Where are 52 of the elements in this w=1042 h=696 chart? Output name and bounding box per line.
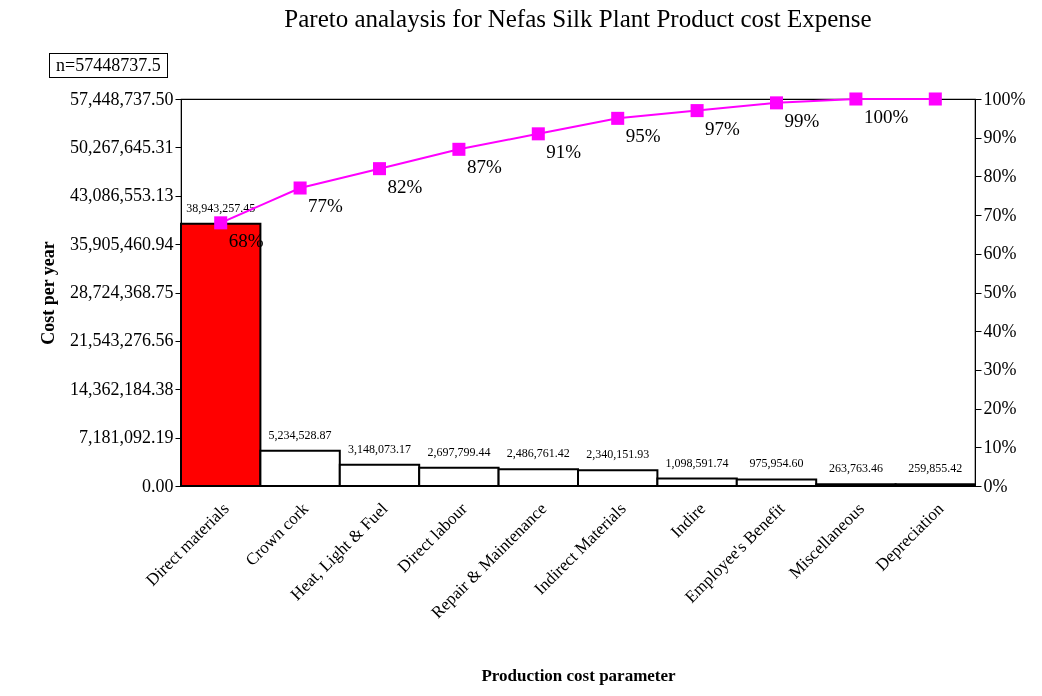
x-axis-title: Production cost parameter: [481, 665, 677, 685]
y-tick-label: 0.00: [142, 475, 174, 496]
data-label: 259,855.42: [908, 461, 963, 476]
point: [690, 104, 704, 118]
point: [928, 92, 942, 106]
point: [531, 127, 545, 141]
data-label: 97%: [705, 117, 741, 139]
y2-tick-label: 60%: [983, 243, 1017, 264]
y-tick-label: 43,086,553.13: [70, 185, 174, 206]
y-tick-label: 50,267,645.31: [70, 136, 174, 157]
point: [293, 181, 307, 195]
y2-tick-label: 10%: [983, 436, 1017, 457]
y2-tick-label: 90%: [983, 127, 1017, 148]
y2-tick-label: 40%: [983, 320, 1017, 341]
data-label: 263,763.46: [828, 461, 883, 476]
y2-tick-label: 50%: [983, 282, 1017, 302]
data-label: 99%: [784, 109, 820, 131]
y-tick-label: 14,362,184.38: [70, 378, 174, 399]
y-tick-label: 28,724,368.75: [70, 282, 174, 302]
data-label: 2,486,761.42: [506, 446, 570, 461]
data-label: 100%: [863, 106, 909, 127]
data-label: 87%: [466, 156, 502, 178]
point: [372, 162, 387, 176]
y2-tick-label: 0%: [983, 475, 1008, 496]
y-tick-label: 57,448,737.50: [70, 88, 174, 109]
data-label: 95%: [625, 125, 661, 147]
y2-tick-label: 30%: [983, 359, 1017, 380]
point: [214, 216, 228, 230]
point: [611, 111, 625, 125]
y2-tick-label: 80%: [983, 165, 1017, 186]
data-label: 38,943,257.45: [186, 200, 256, 215]
y2-tick-label: 70%: [983, 204, 1017, 225]
y-tick-label: 35,905,460.94: [70, 233, 174, 254]
data-label: 91%: [546, 140, 582, 162]
chart-title: Pareto analaysis for Nefas Silk Plant Product cost Expense: [284, 5, 872, 32]
y2-tick-label: 100%: [983, 88, 1026, 109]
data-label: 3,148,073.17: [348, 441, 411, 456]
data-label: 1,098,591.74: [665, 455, 729, 470]
y-axis-title: Cost per year: [38, 241, 58, 345]
data-label: 2,697,799.44: [427, 444, 491, 459]
point: [452, 142, 466, 156]
data-label: 2,340,151.93: [586, 447, 650, 462]
data-label: 77%: [308, 195, 344, 217]
data-label: 5,234,528.87: [268, 427, 332, 442]
y2-tick-label: 20%: [983, 398, 1017, 419]
data-label: 82%: [387, 175, 423, 197]
y-tick-label: 7,181,092.19: [79, 427, 174, 448]
data-label: 975,954.60: [749, 456, 804, 471]
text: n=57448737.5: [49, 53, 168, 78]
y-tick-label: 21,543,276.56: [70, 330, 174, 351]
point: [769, 96, 784, 110]
point: [849, 92, 863, 106]
